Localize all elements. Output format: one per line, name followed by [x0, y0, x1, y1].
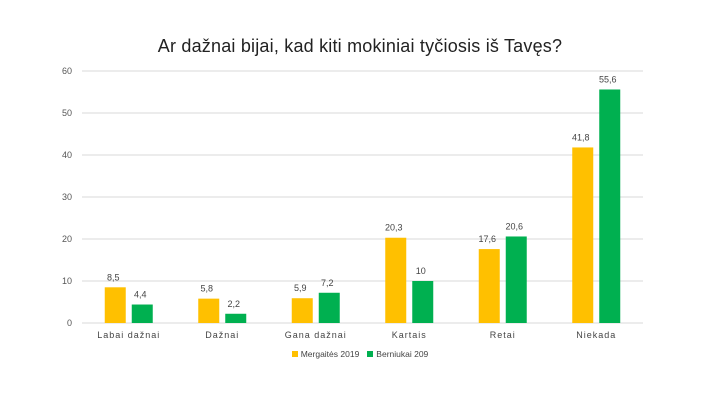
y-tick-label: 40 [62, 150, 72, 160]
legend-label-berniukai: Berniukai 209 [376, 349, 429, 359]
legend-label-mergaites: Mergaitės 2019 [300, 349, 360, 359]
data-label: 5,9 [294, 283, 307, 293]
y-tick-label: 0 [67, 318, 72, 328]
data-label: 2,2 [227, 299, 240, 309]
data-label: 5,8 [200, 284, 213, 294]
x-tick-label: Labai dažnai [97, 330, 160, 340]
bar [572, 147, 594, 323]
y-tick-label: 20 [62, 234, 72, 244]
bar [478, 249, 500, 323]
bar [225, 313, 247, 323]
data-label: 20,3 [385, 223, 403, 233]
bar [131, 304, 153, 323]
y-tick-label: 10 [62, 276, 72, 286]
x-tick-label: Retai [490, 330, 516, 340]
legend: Mergaitės 2019 Berniukai 209 [0, 349, 720, 359]
y-tick-label: 30 [62, 192, 72, 202]
x-tick-label: Gana dažnai [285, 330, 347, 340]
bar [198, 298, 220, 323]
data-label: 4,4 [134, 290, 147, 300]
bar [385, 237, 407, 323]
legend-swatch-mergaites [291, 351, 298, 357]
y-tick-label: 50 [62, 108, 72, 118]
data-label: 10 [416, 266, 426, 276]
legend-swatch-berniukai [367, 351, 374, 357]
bar [505, 236, 527, 323]
x-tick-label: Kartais [392, 330, 427, 340]
data-label: 7,2 [321, 278, 334, 288]
data-label: 55,6 [599, 74, 617, 84]
data-label: 20,6 [505, 221, 523, 231]
bar [318, 292, 340, 323]
bar [104, 287, 126, 323]
chart-title: Ar dažnai bijai, kad kiti mokiniai tyčio… [157, 36, 563, 56]
data-label: 8,5 [107, 272, 120, 282]
x-tick-label: Niekada [576, 330, 616, 340]
data-label: 17,6 [478, 234, 496, 244]
legend-item-berniukai: Berniukai 209 [367, 349, 428, 359]
x-tick-label: Dažnai [205, 330, 239, 340]
bar [599, 89, 621, 323]
y-tick-label: 60 [62, 66, 72, 76]
data-label: 41,8 [572, 132, 590, 142]
legend-item-mergaites: Mergaitės 2019 [291, 349, 360, 359]
bar [412, 281, 434, 323]
bar [291, 298, 313, 323]
